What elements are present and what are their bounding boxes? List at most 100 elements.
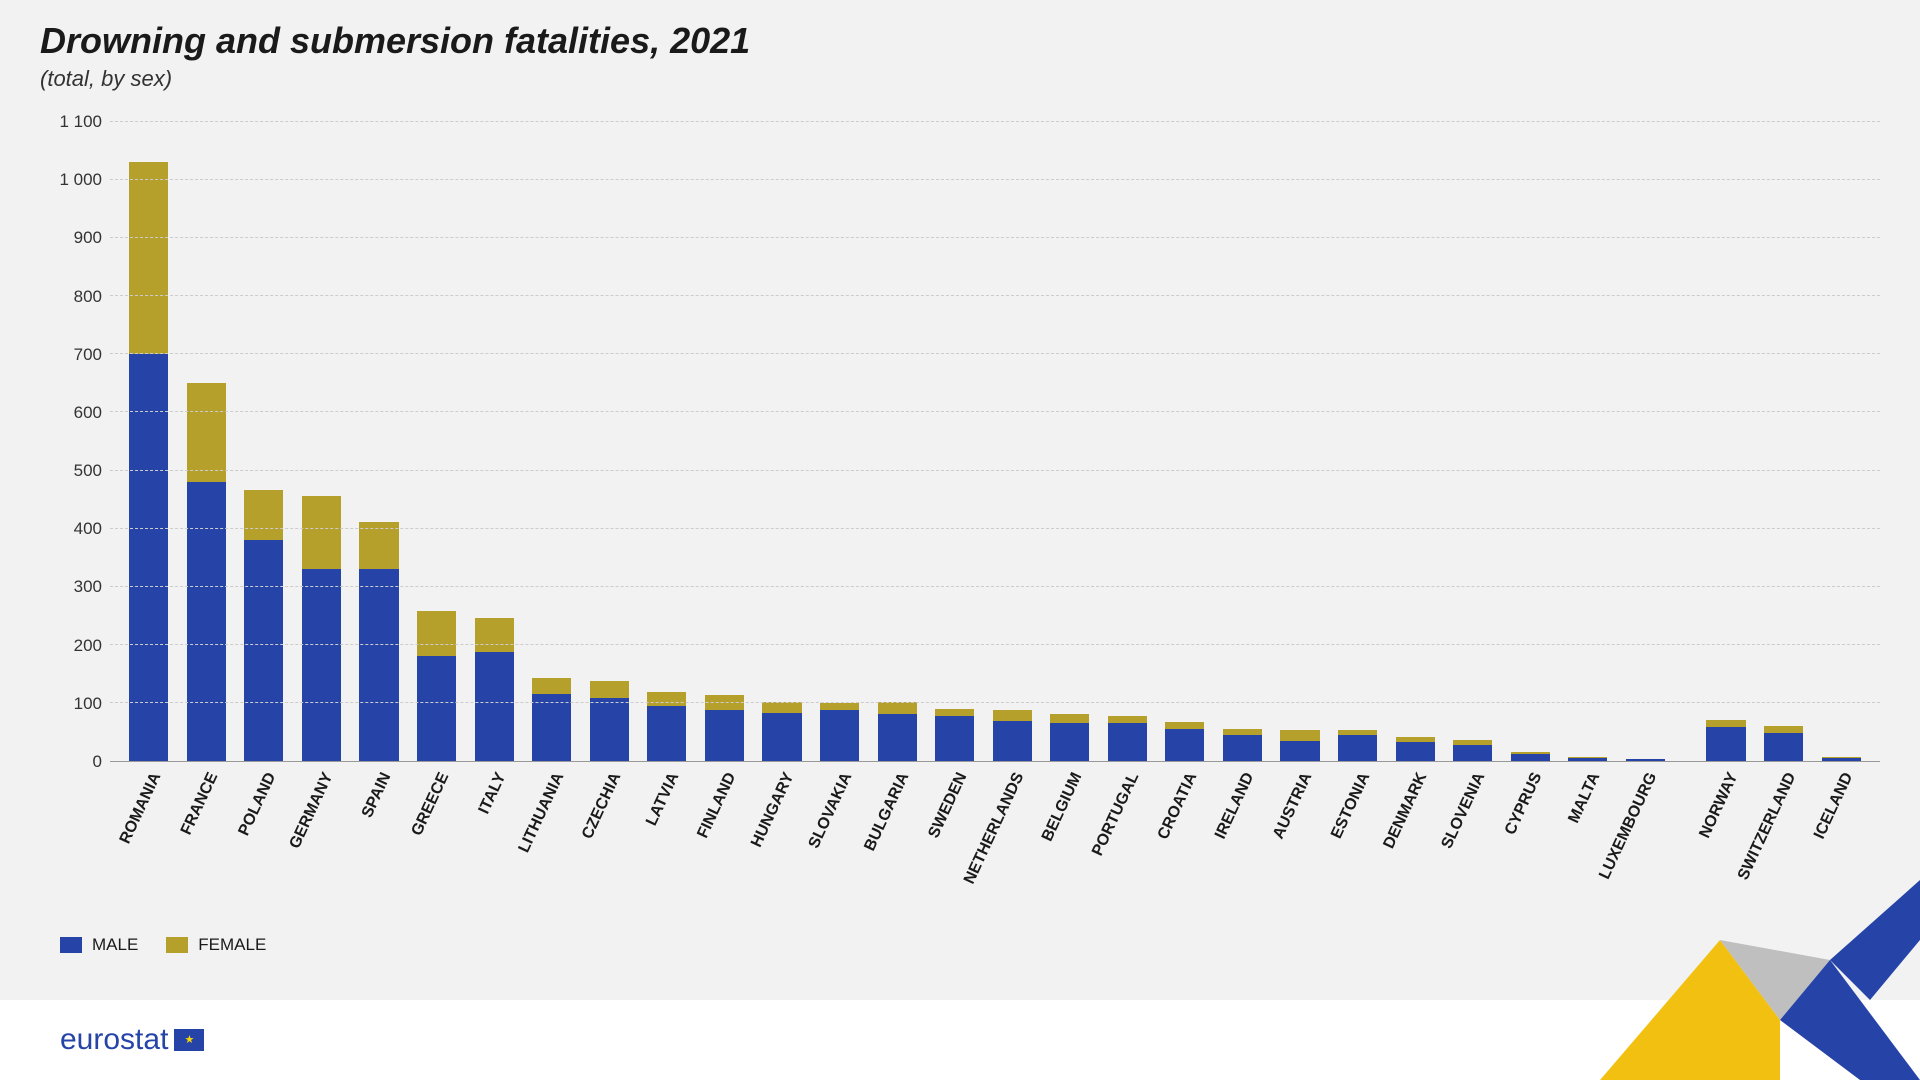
y-tick-label: 800 (74, 287, 102, 307)
x-label-group: ROMANIA (120, 764, 178, 864)
bar (302, 496, 341, 761)
bar-group (120, 122, 178, 761)
bar-segment-male (820, 710, 859, 761)
bar-group (1444, 122, 1502, 761)
bar-segment-male (1108, 723, 1147, 761)
bar-segment-male (1223, 735, 1262, 761)
bar (935, 709, 974, 761)
bar-group (1697, 122, 1755, 761)
bar-segment-male (1822, 758, 1861, 761)
bar-group (1156, 122, 1214, 761)
bar (475, 618, 514, 761)
bar-group (1271, 122, 1329, 761)
bar (1108, 716, 1147, 761)
x-label-group: ESTONIA (1329, 764, 1387, 864)
eurostat-logo-text: eurostat (60, 1023, 168, 1057)
bar-segment-male (1511, 754, 1550, 761)
x-label-group: IRELAND (1214, 764, 1272, 864)
bar (820, 703, 859, 761)
x-label: SPAIN (359, 770, 395, 821)
bar-segment-male (1280, 741, 1319, 761)
bar-segment-male (302, 569, 341, 761)
bar-group (350, 122, 408, 761)
bar-segment-male (417, 656, 456, 761)
x-label: ESTONIA (1328, 770, 1374, 842)
bar-segment-male (1165, 729, 1204, 761)
x-label: IRELAND (1212, 770, 1258, 842)
x-label-group: AUSTRIA (1271, 764, 1329, 864)
legend-label-male: MALE (92, 935, 138, 955)
y-tick-label: 1 100 (59, 112, 102, 132)
bar (417, 611, 456, 761)
x-label: FINLAND (695, 770, 741, 841)
x-label-group: SPAIN (350, 764, 408, 864)
x-label-spacer (1674, 764, 1697, 864)
bar-segment-female (359, 522, 398, 569)
bar (762, 702, 801, 761)
bar-segment-female (417, 611, 456, 656)
x-label: GREECE (408, 770, 453, 839)
y-axis: 01002003004005006007008009001 0001 100 (40, 122, 110, 762)
bar-segment-male (1706, 727, 1745, 761)
x-label-group: GERMANY (293, 764, 351, 864)
legend-swatch-female (166, 937, 188, 953)
bar-segment-male (935, 716, 974, 761)
bar-group (638, 122, 696, 761)
bar-spacer (1674, 122, 1697, 761)
legend: MALE FEMALE (60, 935, 266, 955)
bar (244, 490, 283, 761)
bar-segment-female (935, 709, 974, 716)
x-label: ROMANIA (116, 770, 165, 847)
bar-segment-female (475, 618, 514, 652)
bar-segment-male (359, 569, 398, 761)
bar-group (753, 122, 811, 761)
x-label: BULGARIA (861, 770, 913, 854)
bar (1338, 730, 1377, 761)
bar (705, 695, 744, 761)
x-label-group: NETHERLANDS (983, 764, 1041, 864)
bar-group (581, 122, 639, 761)
bar (187, 383, 226, 761)
x-label-group: FRANCE (178, 764, 236, 864)
bar (878, 702, 917, 761)
x-label-group: GREECE (408, 764, 466, 864)
bar-segment-male (762, 713, 801, 761)
bar (1706, 720, 1745, 761)
x-label: GERMANY (287, 770, 338, 852)
y-tick-label: 1 000 (59, 170, 102, 190)
bar-segment-male (705, 710, 744, 761)
chart-subtitle: (total, by sex) (40, 66, 1880, 92)
bar-segment-female (1764, 726, 1803, 733)
plot-area (110, 122, 1880, 762)
x-label: LITHUANIA (515, 770, 568, 856)
gridline (110, 121, 1880, 122)
y-tick-label: 200 (74, 636, 102, 656)
x-label: MALTA (1565, 770, 1604, 826)
y-tick-label: 700 (74, 345, 102, 365)
bar (1822, 757, 1861, 761)
bar-segment-male (647, 706, 686, 761)
legend-swatch-male (60, 937, 82, 953)
bar-segment-female (1108, 716, 1147, 723)
bar-segment-male (993, 721, 1032, 761)
bar-segment-female (1050, 714, 1089, 723)
x-label-group: ICELAND (1812, 764, 1870, 864)
bar-segment-male (590, 698, 629, 761)
y-tick-label: 400 (74, 519, 102, 539)
bar (1280, 730, 1319, 761)
bar (1050, 714, 1089, 761)
bar-group (408, 122, 466, 761)
bar (1396, 737, 1435, 761)
chart-container: Drowning and submersion fatalities, 2021… (0, 0, 1920, 1080)
bar-segment-female (532, 678, 571, 694)
gridline (110, 528, 1880, 529)
x-label-group: SWITZERLAND (1755, 764, 1813, 864)
x-label: BELGIUM (1039, 770, 1086, 844)
x-label: FRANCE (178, 770, 222, 838)
x-label: SLOVAKIA (805, 770, 856, 851)
bar (532, 678, 571, 761)
bar-segment-female (187, 383, 226, 482)
x-label-group: ITALY (465, 764, 523, 864)
bar-segment-female (302, 496, 341, 569)
bar-segment-male (1396, 742, 1435, 761)
